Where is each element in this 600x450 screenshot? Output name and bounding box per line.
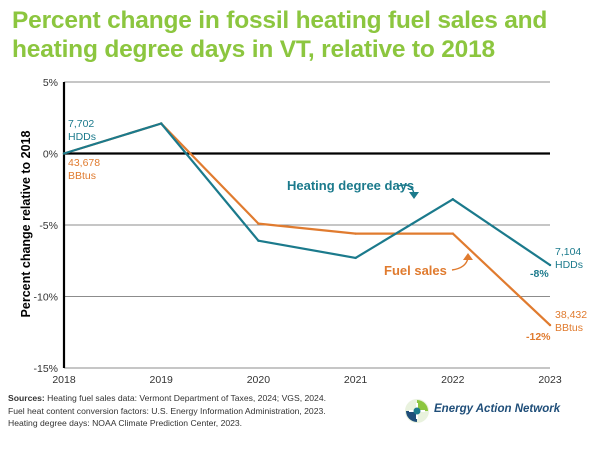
hdd-start-value: 7,702 xyxy=(68,118,94,130)
sources-line-2: Fuel heat content conversion factors: U.… xyxy=(8,405,326,416)
y-tick-label: -15% xyxy=(33,363,58,375)
fuel-end-value: 38,432 xyxy=(555,309,587,321)
fuel-label-arrowhead xyxy=(463,253,473,260)
sources-line-3: Heating degree days: NOAA Climate Predic… xyxy=(8,418,243,428)
hdd-end-value: 7,104 xyxy=(555,246,581,258)
fuel-end-unit: BBtus xyxy=(555,322,583,334)
fuel-start-unit: BBtus xyxy=(68,170,96,182)
data-point-hdd xyxy=(354,256,357,260)
logo-mark-icon xyxy=(405,399,429,423)
data-point-hdd xyxy=(451,198,454,201)
hdd-end-pct: -8% xyxy=(530,268,549,280)
chart-title: Percent change in fossil heating fuel sa… xyxy=(12,7,548,63)
y-tick-label: -10% xyxy=(33,292,58,304)
sources-label: Sources: xyxy=(8,393,45,403)
fuel-end-pct: -12% xyxy=(526,331,551,343)
axis-ticks: 5% 0% -5% -10% -15%2018 2019 2020 2021 2022 2023 xyxy=(33,77,561,386)
gridlines xyxy=(64,81,550,369)
data-point-fuel xyxy=(451,232,454,235)
data-point-fuel xyxy=(257,222,260,225)
y-tick-label: 0% xyxy=(43,149,58,161)
sources-line-1: Sources: Heating fuel sales data: Vermon… xyxy=(8,392,398,405)
x-tick-label: 2021 xyxy=(344,374,368,386)
x-tick-label: 2022 xyxy=(441,374,465,386)
logo-text: Energy Action Network xyxy=(434,403,561,415)
hdd-label-arrowhead xyxy=(409,192,419,199)
data-point-hdd xyxy=(548,263,552,267)
x-tick-label: 2020 xyxy=(247,374,271,386)
data-point-fuel xyxy=(548,323,552,327)
sources-text-1: Heating fuel sales data: Vermont Departm… xyxy=(47,393,326,403)
legend-fuel-label: Fuel sales xyxy=(384,263,447,278)
x-tick-label: 2018 xyxy=(52,374,76,386)
y-axis-label: Percent change relative to 2018 xyxy=(19,131,33,318)
hdd-end-unit: HDDs xyxy=(555,259,583,271)
data-point-hdd xyxy=(257,239,260,242)
hdd-start-unit: HDDs xyxy=(68,131,96,143)
series-line-hdd xyxy=(62,122,552,267)
energy-action-network-logo: Energy Action Network xyxy=(404,398,594,424)
axes xyxy=(62,82,550,368)
series-lines xyxy=(62,122,552,327)
data-point-fuel xyxy=(354,232,357,235)
x-tick-label: 2023 xyxy=(538,374,562,386)
sources-note: Sources: Heating fuel sales data: Vermon… xyxy=(8,392,398,430)
data-point-hdd xyxy=(160,122,163,125)
y-tick-label: -5% xyxy=(39,220,58,232)
data-point-hdd xyxy=(62,152,66,155)
x-tick-label: 2019 xyxy=(150,374,174,386)
legend-hdd-label: Heating degree days xyxy=(287,178,414,193)
y-tick-label: 5% xyxy=(43,77,58,89)
fuel-start-value: 43,678 xyxy=(68,157,100,169)
